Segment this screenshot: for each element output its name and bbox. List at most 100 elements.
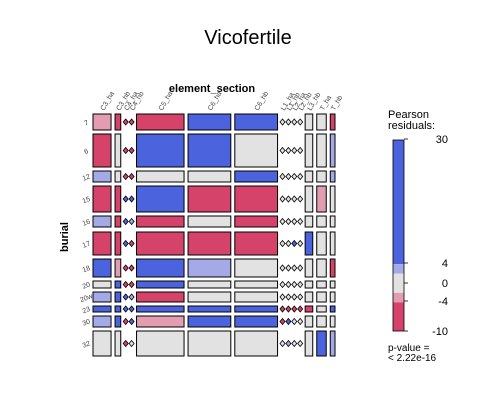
mosaic-tile	[298, 341, 303, 347]
mosaic-tile	[129, 265, 134, 271]
x-tick-label: C5_ha	[158, 91, 174, 112]
mosaic-tile	[330, 292, 335, 302]
legend-tick-label: 4	[442, 258, 448, 270]
mosaic-tile	[188, 281, 231, 288]
mosaic-tile	[286, 196, 291, 202]
mosaic-tile	[115, 281, 121, 288]
mosaic-tile	[280, 174, 285, 180]
mosaic-tile	[317, 316, 327, 327]
mosaic-tile	[188, 171, 231, 182]
mosaic-tile	[137, 216, 185, 227]
mosaic-tile	[123, 306, 128, 312]
mosaic-tile	[188, 216, 231, 227]
mosaic-tile	[286, 282, 291, 288]
mosaic-tile	[93, 292, 111, 302]
mosaic-tile	[317, 306, 327, 312]
mosaic-tile	[286, 219, 291, 225]
mosaic-tile	[280, 265, 285, 271]
mosaic-tile	[317, 171, 327, 182]
legend-tick-label: -4	[438, 296, 448, 308]
y-tick-label: 23	[82, 306, 92, 315]
mosaic-tile	[137, 114, 185, 130]
mosaic-tile	[235, 186, 278, 212]
mosaic-tile	[330, 186, 335, 212]
mosaic-tile	[123, 265, 128, 271]
mosaic-tile	[292, 306, 297, 312]
mosaic-tile	[298, 196, 303, 202]
mosaic-tile	[188, 232, 231, 255]
mosaic-tile	[115, 292, 121, 302]
mosaic-tile	[286, 119, 291, 125]
mosaic-tile	[317, 281, 327, 288]
mosaic-tile	[188, 331, 231, 356]
mosaic-tile	[93, 259, 111, 277]
mosaic-tile	[317, 331, 327, 356]
mosaic-tile	[280, 196, 285, 202]
mosaic-tile	[235, 216, 278, 227]
legend-title: residuals:	[388, 120, 435, 132]
mosaic-tile	[123, 319, 128, 325]
mosaic-tile	[292, 241, 297, 247]
y-tick-label: 12	[82, 173, 92, 182]
y-tick-labels: 7 6 12 15 16 17 18 20 20w 23 30 32	[79, 120, 94, 350]
mosaic-tile	[123, 241, 128, 247]
mosaic-tile	[280, 148, 285, 154]
mosaic-tile	[235, 331, 278, 356]
mosaic-tile	[330, 114, 335, 130]
mosaic-tile	[317, 292, 327, 302]
mosaic-tile	[298, 319, 303, 325]
mosaic-tile	[115, 216, 121, 227]
mosaic-tile	[292, 196, 297, 202]
mosaic-tile	[280, 241, 285, 247]
mosaic-tiles	[93, 114, 335, 356]
mosaic-tile	[115, 259, 121, 277]
mosaic-tile	[330, 259, 335, 277]
mosaic-tile	[188, 114, 231, 130]
mosaic-tile	[235, 232, 278, 255]
mosaic-tile	[305, 281, 313, 288]
y-variable-label: burial	[59, 222, 71, 252]
mosaic-tile	[298, 174, 303, 180]
mosaic-tile	[298, 282, 303, 288]
mosaic-tile	[129, 282, 134, 288]
y-tick-label: 17	[82, 240, 92, 249]
mosaic-tile	[305, 134, 313, 167]
mosaic-tile	[292, 294, 297, 300]
legend-color-band	[393, 274, 404, 293]
mosaic-tile	[137, 306, 185, 312]
mosaic-tile	[123, 196, 128, 202]
mosaic-tile	[305, 331, 313, 356]
mosaic-tile	[129, 148, 134, 154]
mosaic-tile	[330, 281, 335, 288]
mosaic-tile	[292, 174, 297, 180]
mosaic-tile	[93, 281, 111, 288]
mosaic-tile	[317, 186, 327, 212]
x-tick-label: C6_hb	[254, 91, 270, 112]
mosaic-tile	[317, 134, 327, 167]
y-tick-label: 7	[83, 120, 89, 128]
mosaic-tile	[137, 292, 185, 302]
mosaic-tile	[305, 186, 313, 212]
legend-color-band	[393, 302, 404, 331]
mosaic-tile	[286, 265, 291, 271]
mosaic-tile	[137, 259, 185, 277]
mosaic-tile	[330, 171, 335, 182]
mosaic-tile	[292, 119, 297, 125]
x-variable-label: element_section	[169, 83, 255, 95]
y-tick-label: 18	[82, 265, 92, 274]
mosaic-tile	[330, 306, 335, 312]
mosaic-tile	[188, 186, 231, 212]
mosaic-tile	[305, 216, 313, 227]
mosaic-tile	[298, 148, 303, 154]
mosaic-tile	[129, 341, 134, 347]
mosaic-tile	[280, 219, 285, 225]
mosaic-tile	[129, 319, 134, 325]
mosaic-tile	[305, 316, 313, 327]
mosaic-tile	[115, 171, 121, 182]
mosaic-tile	[305, 171, 313, 182]
mosaic-tile	[235, 134, 278, 167]
mosaic-tile	[129, 241, 134, 247]
mosaic-tile	[129, 294, 134, 300]
mosaic-tile	[235, 114, 278, 130]
